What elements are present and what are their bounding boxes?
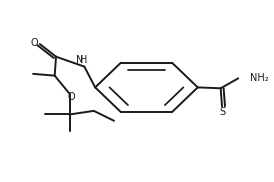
Text: O: O (68, 92, 76, 102)
Text: N: N (76, 55, 83, 65)
Text: H: H (80, 55, 87, 65)
Text: NH₂: NH₂ (250, 73, 269, 83)
Text: O: O (30, 38, 38, 48)
Text: S: S (219, 107, 225, 117)
